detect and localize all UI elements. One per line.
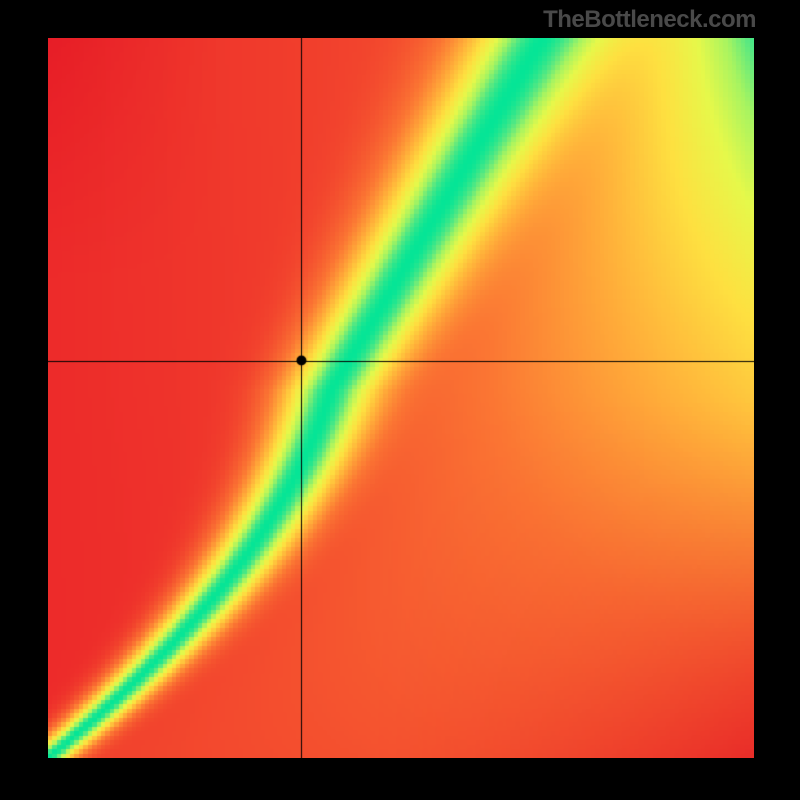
chart-container: TheBottleneck.com: [0, 0, 800, 800]
watermark-text: TheBottleneck.com: [543, 6, 756, 34]
heatmap-canvas: [48, 38, 754, 758]
